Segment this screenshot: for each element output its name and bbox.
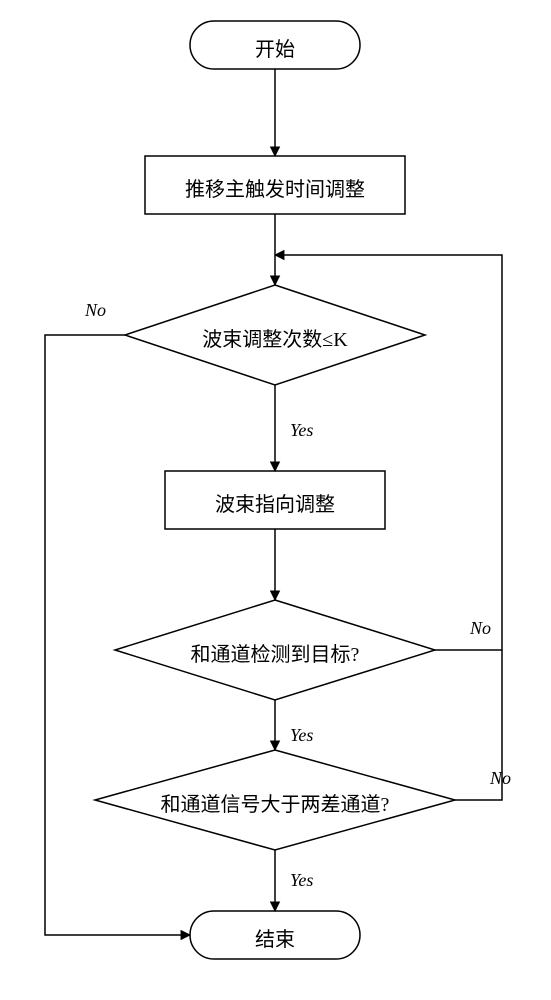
edge-dec3-no: No	[490, 768, 511, 789]
edge-dec2-no: No	[470, 618, 491, 639]
edge-dec1-no: No	[85, 300, 106, 321]
node-end-label: 结束	[190, 923, 360, 952]
node-start-label: 开始	[190, 33, 360, 62]
node-dec2-label: 和通道检测到目标?	[115, 638, 435, 667]
node-proc2-label: 波束指向调整	[165, 488, 385, 517]
node-dec1-label: 波束调整次数≤K	[125, 323, 425, 352]
edge-dec1-yes: Yes	[290, 420, 313, 441]
edge-dec2-yes: Yes	[290, 725, 313, 746]
edge-dec3-yes: Yes	[290, 870, 313, 891]
node-proc1-label: 推移主触发时间调整	[145, 173, 405, 202]
node-dec3-label: 和通道信号大于两差通道?	[95, 788, 455, 817]
